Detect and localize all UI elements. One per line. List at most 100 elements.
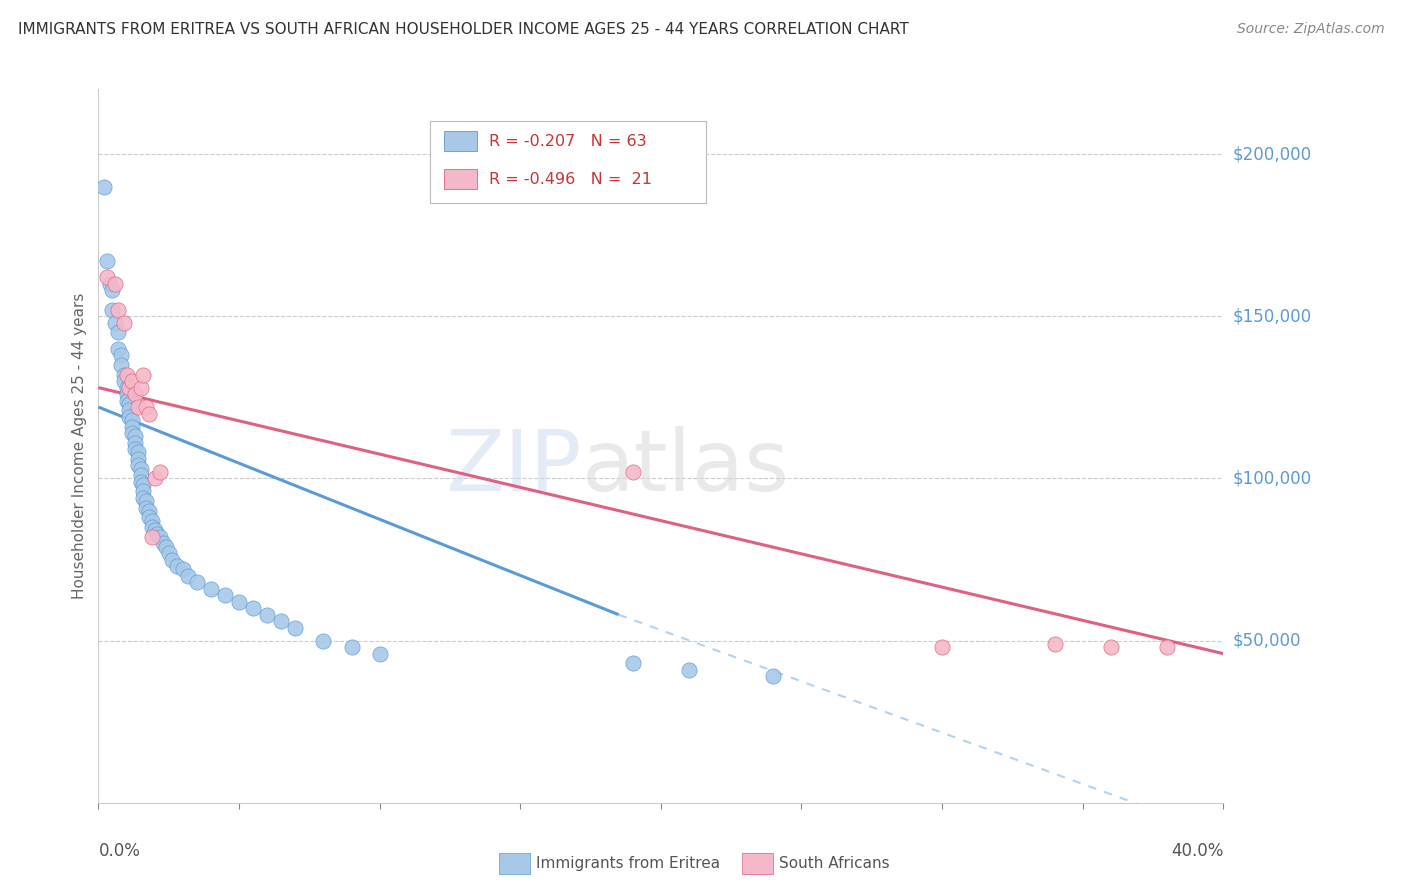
Point	[107, 326, 129, 340]
Text: $50,000: $50,000	[1232, 632, 1301, 649]
Point	[214, 588, 236, 602]
Point	[124, 387, 146, 401]
Point	[118, 403, 141, 417]
Text: $200,000: $200,000	[1232, 145, 1312, 163]
Point	[200, 582, 222, 596]
Point	[138, 510, 160, 524]
Point	[124, 429, 146, 443]
Point	[96, 270, 118, 285]
Point	[141, 514, 163, 528]
Point	[101, 283, 124, 297]
Point	[118, 409, 141, 424]
Point	[115, 387, 138, 401]
Point	[242, 601, 264, 615]
Point	[127, 400, 149, 414]
Point	[1043, 637, 1066, 651]
Point	[143, 471, 166, 485]
Point	[166, 559, 188, 574]
FancyBboxPatch shape	[430, 121, 706, 203]
Point	[118, 397, 141, 411]
Point	[155, 540, 177, 554]
Point	[678, 663, 700, 677]
Point	[186, 575, 208, 590]
Point	[112, 374, 135, 388]
Point	[132, 484, 155, 499]
Point	[141, 530, 163, 544]
Point	[96, 254, 118, 268]
Point	[98, 277, 121, 291]
Point	[284, 621, 307, 635]
Text: 40.0%: 40.0%	[1171, 842, 1223, 860]
Point	[127, 445, 149, 459]
Point	[115, 393, 138, 408]
Y-axis label: Householder Income Ages 25 - 44 years: Householder Income Ages 25 - 44 years	[72, 293, 87, 599]
Point	[121, 413, 143, 427]
Point	[132, 478, 155, 492]
Point	[270, 614, 292, 628]
Text: $150,000: $150,000	[1232, 307, 1312, 326]
Point	[621, 657, 644, 671]
Point	[149, 530, 172, 544]
Point	[138, 504, 160, 518]
Point	[121, 374, 143, 388]
Point	[340, 640, 363, 654]
Point	[228, 595, 250, 609]
Point	[104, 316, 127, 330]
Text: $100,000: $100,000	[1232, 469, 1312, 487]
Point	[118, 381, 141, 395]
Point	[115, 368, 138, 382]
Text: R = -0.496   N =  21: R = -0.496 N = 21	[489, 171, 652, 186]
Point	[107, 302, 129, 317]
Point	[115, 381, 138, 395]
Point	[177, 568, 200, 582]
Point	[368, 647, 391, 661]
Point	[124, 435, 146, 450]
Text: South Africans: South Africans	[779, 856, 890, 871]
Point	[110, 358, 132, 372]
Point	[112, 368, 135, 382]
Point	[138, 407, 160, 421]
Point	[157, 546, 180, 560]
Point	[132, 491, 155, 505]
Text: ZIP: ZIP	[446, 425, 582, 509]
Point	[129, 461, 152, 475]
Point	[135, 494, 157, 508]
Point	[931, 640, 953, 654]
Point	[135, 500, 157, 515]
Point	[132, 368, 155, 382]
Point	[762, 669, 785, 683]
Text: Immigrants from Eritrea: Immigrants from Eritrea	[536, 856, 720, 871]
Text: R = -0.207   N = 63: R = -0.207 N = 63	[489, 134, 647, 149]
Point	[104, 277, 127, 291]
Point	[129, 381, 152, 395]
Point	[124, 442, 146, 457]
Point	[160, 552, 183, 566]
Text: atlas: atlas	[582, 425, 790, 509]
Point	[101, 302, 124, 317]
Point	[107, 342, 129, 356]
Point	[127, 452, 149, 467]
Text: IMMIGRANTS FROM ERITREA VS SOUTH AFRICAN HOUSEHOLDER INCOME AGES 25 - 44 YEARS C: IMMIGRANTS FROM ERITREA VS SOUTH AFRICAN…	[18, 22, 910, 37]
Point	[127, 458, 149, 473]
Text: 0.0%: 0.0%	[98, 842, 141, 860]
Point	[121, 425, 143, 440]
Point	[129, 475, 152, 489]
Point	[312, 633, 335, 648]
Point	[172, 562, 194, 576]
Point	[256, 607, 278, 622]
Point	[149, 465, 172, 479]
Point	[1099, 640, 1122, 654]
Point	[93, 179, 115, 194]
Point	[1156, 640, 1178, 654]
FancyBboxPatch shape	[444, 131, 478, 152]
Point	[110, 348, 132, 362]
Point	[112, 316, 135, 330]
Point	[121, 419, 143, 434]
Point	[621, 465, 644, 479]
Point	[143, 524, 166, 538]
Point	[129, 468, 152, 483]
Text: Source: ZipAtlas.com: Source: ZipAtlas.com	[1237, 22, 1385, 37]
Point	[152, 536, 174, 550]
Point	[135, 400, 157, 414]
FancyBboxPatch shape	[444, 169, 478, 189]
